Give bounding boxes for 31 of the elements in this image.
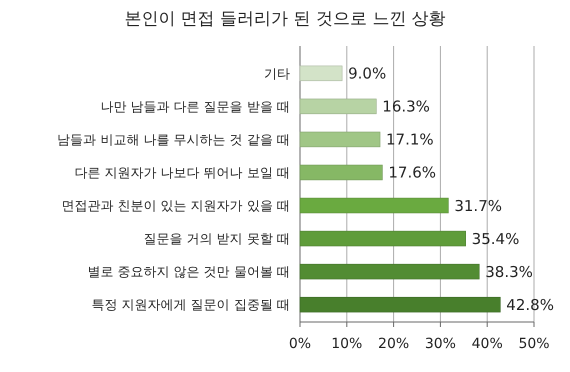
data-label: 16.3% [382, 98, 430, 116]
y-tick-label: 특정 지원자에게 질문이 집중될 때 [91, 298, 290, 314]
data-label: 9.0% [348, 64, 386, 83]
y-tick-label: 별로 중요하지 않은 것만 물어볼 때 [87, 265, 290, 280]
y-tick-label: 다른 지원자가 나보다 뛰어나 보일 때 [74, 166, 290, 182]
bar [300, 198, 449, 214]
bar [300, 98, 377, 114]
y-tick-label: 남들과 비교해 나를 무시하는 것 같을 때 [57, 132, 290, 148]
x-tick-label: 10% [331, 336, 362, 352]
bar [300, 164, 383, 180]
data-label: 38.3% [485, 262, 533, 281]
x-tick-label: 20% [378, 336, 410, 352]
bar [300, 132, 380, 148]
data-label: 17.6% [388, 164, 436, 182]
data-label: 17.1% [386, 130, 434, 149]
data-label: 31.7% [454, 196, 502, 215]
bar [300, 264, 480, 280]
data-label: 42.8% [506, 296, 554, 314]
bar [300, 296, 501, 312]
x-tick-label: 0% [288, 336, 312, 352]
bar [300, 66, 342, 82]
x-tick-label: 40% [472, 336, 503, 352]
x-tick-label: 30% [424, 336, 456, 352]
y-tick-label: 질문을 거의 받지 못할 때 [143, 232, 290, 248]
y-tick-label: 면접관과 친분이 있는 지원자가 있을 때 [61, 199, 290, 214]
x-tick-label: 50% [518, 336, 550, 352]
bar [300, 230, 466, 246]
chart-title: 본인이 면접 들러리가 된 것으로 느낀 상황 [124, 9, 446, 29]
y-tick-label: 기타 [264, 66, 290, 82]
data-label: 35.4% [472, 230, 520, 248]
y-tick-label: 나만 남들과 다른 질문을 받을 때 [100, 100, 290, 115]
